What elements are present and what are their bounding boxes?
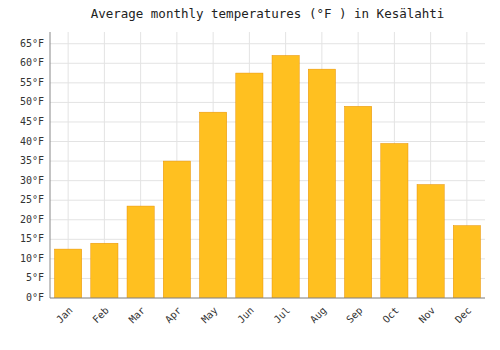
grid xyxy=(50,32,485,298)
bar xyxy=(55,249,82,298)
y-tick-label: 20°F xyxy=(20,214,44,225)
x-tick-label: Aug xyxy=(308,305,329,326)
y-grid-line xyxy=(50,82,485,83)
x-tick-label: Dec xyxy=(453,305,474,326)
y-grid-line xyxy=(50,121,485,122)
bar xyxy=(200,112,227,298)
y-tick-label: 45°F xyxy=(20,116,44,127)
y-axis-line xyxy=(50,32,51,298)
y-tick-label: 65°F xyxy=(20,38,44,49)
bar xyxy=(272,55,299,298)
x-tick-label: Sep xyxy=(344,305,365,326)
bar xyxy=(91,243,118,298)
bar xyxy=(308,69,335,298)
y-tick-label: 15°F xyxy=(20,233,44,244)
bar xyxy=(381,143,408,298)
bars xyxy=(55,55,481,298)
y-grid-line xyxy=(50,180,485,181)
axes: 0°F 5°F 10°F 15°F 20°F 25°F 30°F 35°F 40°F 45°F 50… xyxy=(20,32,485,325)
y-grid-line xyxy=(50,63,485,64)
bar xyxy=(453,226,480,298)
y-tick-label: 35°F xyxy=(20,155,44,166)
y-tick-label: 30°F xyxy=(20,175,44,186)
chart-container: 0°F 5°F 10°F 15°F 20°F 25°F 30°F 35°F 40°F 45°F 50… xyxy=(0,0,500,350)
x-tick-label: Apr xyxy=(163,305,184,326)
title: Average monthly temperatures (°F ) in Ke… xyxy=(91,6,445,21)
y-tick-label: 55°F xyxy=(20,77,44,88)
y-tick-label: 25°F xyxy=(20,194,44,205)
x-tick-label: Nov xyxy=(417,305,438,326)
y-grid-line xyxy=(50,141,485,142)
bar xyxy=(236,73,263,298)
x-tick-label: Jun xyxy=(235,305,256,326)
x-tick-label: Feb xyxy=(90,305,111,326)
x-tick-label: Jan xyxy=(54,305,75,326)
y-grid-line xyxy=(50,43,485,44)
y-tick-label: 0°F xyxy=(26,292,44,303)
x-tick-label: Mar xyxy=(127,305,148,326)
bar xyxy=(417,185,444,298)
y-grid-line xyxy=(50,298,485,299)
x-tick-label: Jul xyxy=(272,305,293,326)
bar xyxy=(127,206,154,298)
y-tick-label: 10°F xyxy=(20,253,44,264)
y-grid-line xyxy=(50,102,485,103)
y-tick-label: 40°F xyxy=(20,136,44,147)
y-tick-label: 60°F xyxy=(20,57,44,68)
x-tick-label: Oct xyxy=(380,305,401,326)
bar xyxy=(345,106,372,298)
x-tick-label: May xyxy=(199,305,220,326)
bar xyxy=(163,161,190,298)
chart-svg: 0°F 5°F 10°F 15°F 20°F 25°F 30°F 35°F 40°F 45°F 50… xyxy=(0,0,500,350)
y-tick-label: 50°F xyxy=(20,96,44,107)
x-axis-line xyxy=(50,298,485,299)
y-tick-label: 5°F xyxy=(26,272,44,283)
y-grid-line xyxy=(50,161,485,162)
